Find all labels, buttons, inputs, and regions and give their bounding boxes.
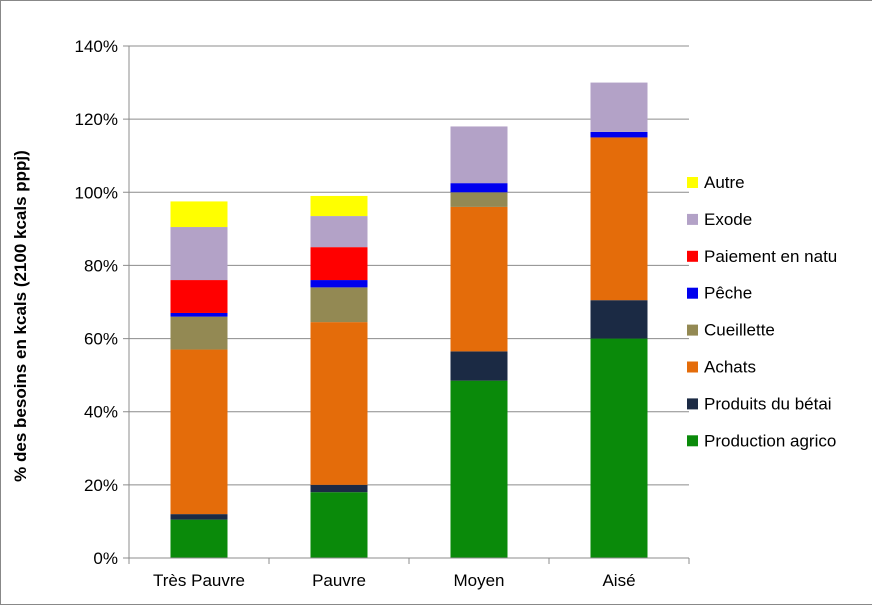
bar-segment <box>590 137 648 301</box>
y-tick-label: 140% <box>75 37 118 56</box>
bar-segment <box>590 300 648 339</box>
legend-item: Production agrico <box>687 431 836 450</box>
y-tick-label: 40% <box>84 403 118 422</box>
legend-label: Cueillette <box>704 321 775 340</box>
bar-segment <box>310 492 368 558</box>
legend-label: Autre <box>704 173 745 192</box>
legend-swatch <box>687 177 698 188</box>
y-tick-label: 60% <box>84 330 118 349</box>
bar-segment <box>310 280 368 288</box>
legend-item: Pêche <box>687 284 752 303</box>
bar-segment <box>590 338 648 558</box>
bar-segment <box>450 126 508 184</box>
legend-item: Achats <box>687 358 756 377</box>
y-tick-label: 80% <box>84 256 118 275</box>
y-axis-tick-labels: 0% 20% 40% 60% 80% 100% 120% 140% <box>75 37 118 568</box>
legend-swatch <box>687 250 698 262</box>
legend-label: Achats <box>704 358 756 377</box>
bar-segment <box>170 519 228 558</box>
bar-segment <box>310 287 368 323</box>
legend-swatch <box>687 361 698 373</box>
legend-label: Paiement en natu <box>704 247 837 266</box>
legend-label: Production agrico <box>704 431 836 450</box>
y-tick-label: 20% <box>84 476 118 495</box>
legend-item: Exode <box>687 210 752 229</box>
x-tick-label: Très Pauvre <box>153 571 245 590</box>
legend-swatch <box>687 287 698 299</box>
legend-item: Produits du bétai <box>687 394 832 413</box>
bar-segment <box>450 380 508 558</box>
bar-segment <box>310 247 368 281</box>
legend-swatch <box>687 398 698 410</box>
bar-segment <box>310 195 368 217</box>
legend-swatch <box>687 213 698 225</box>
y-tick-label: 100% <box>75 183 118 202</box>
legend-item: Autre <box>687 173 745 192</box>
bar-segment <box>450 206 508 352</box>
x-axis-tick-labels: Très Pauvre Pauvre Moyen Aisé <box>153 571 636 590</box>
bars <box>170 82 648 558</box>
bar-segment <box>170 227 228 281</box>
legend-label: Produits du bétai <box>704 394 832 413</box>
legend: Autre Exode Paiement en natu Pêche Cueillett… <box>687 173 837 450</box>
bar-segment <box>450 351 508 381</box>
bar-segment <box>170 201 228 228</box>
y-axis-title: % des besoins en kcals (2100 kcals pppj) <box>11 150 30 482</box>
bar-segment <box>170 514 228 520</box>
bar-segment <box>590 82 648 132</box>
legend-label: Pêche <box>704 284 752 303</box>
bar-segment <box>170 280 228 313</box>
bar-segment <box>310 322 368 485</box>
y-tick-label: 120% <box>75 110 118 129</box>
legend-swatch <box>687 324 698 336</box>
y-tick-label: 0% <box>93 549 118 568</box>
bar-segment <box>310 484 368 493</box>
x-tick-label: Aisé <box>602 571 635 590</box>
bar-segment <box>590 131 648 138</box>
x-tick-label: Pauvre <box>312 571 366 590</box>
bar-segment <box>170 316 228 350</box>
bar-segment <box>310 216 368 248</box>
bar-segment <box>170 312 228 317</box>
legend-label: Exode <box>704 210 752 229</box>
bar-segment <box>450 192 508 207</box>
axes <box>128 46 690 564</box>
bar-segment <box>450 183 508 193</box>
bar-segment <box>170 349 228 515</box>
x-tick-label: Moyen <box>453 571 504 590</box>
legend-item: Paiement en natu <box>687 247 837 266</box>
legend-swatch <box>687 435 698 447</box>
legend-item: Cueillette <box>687 321 775 340</box>
